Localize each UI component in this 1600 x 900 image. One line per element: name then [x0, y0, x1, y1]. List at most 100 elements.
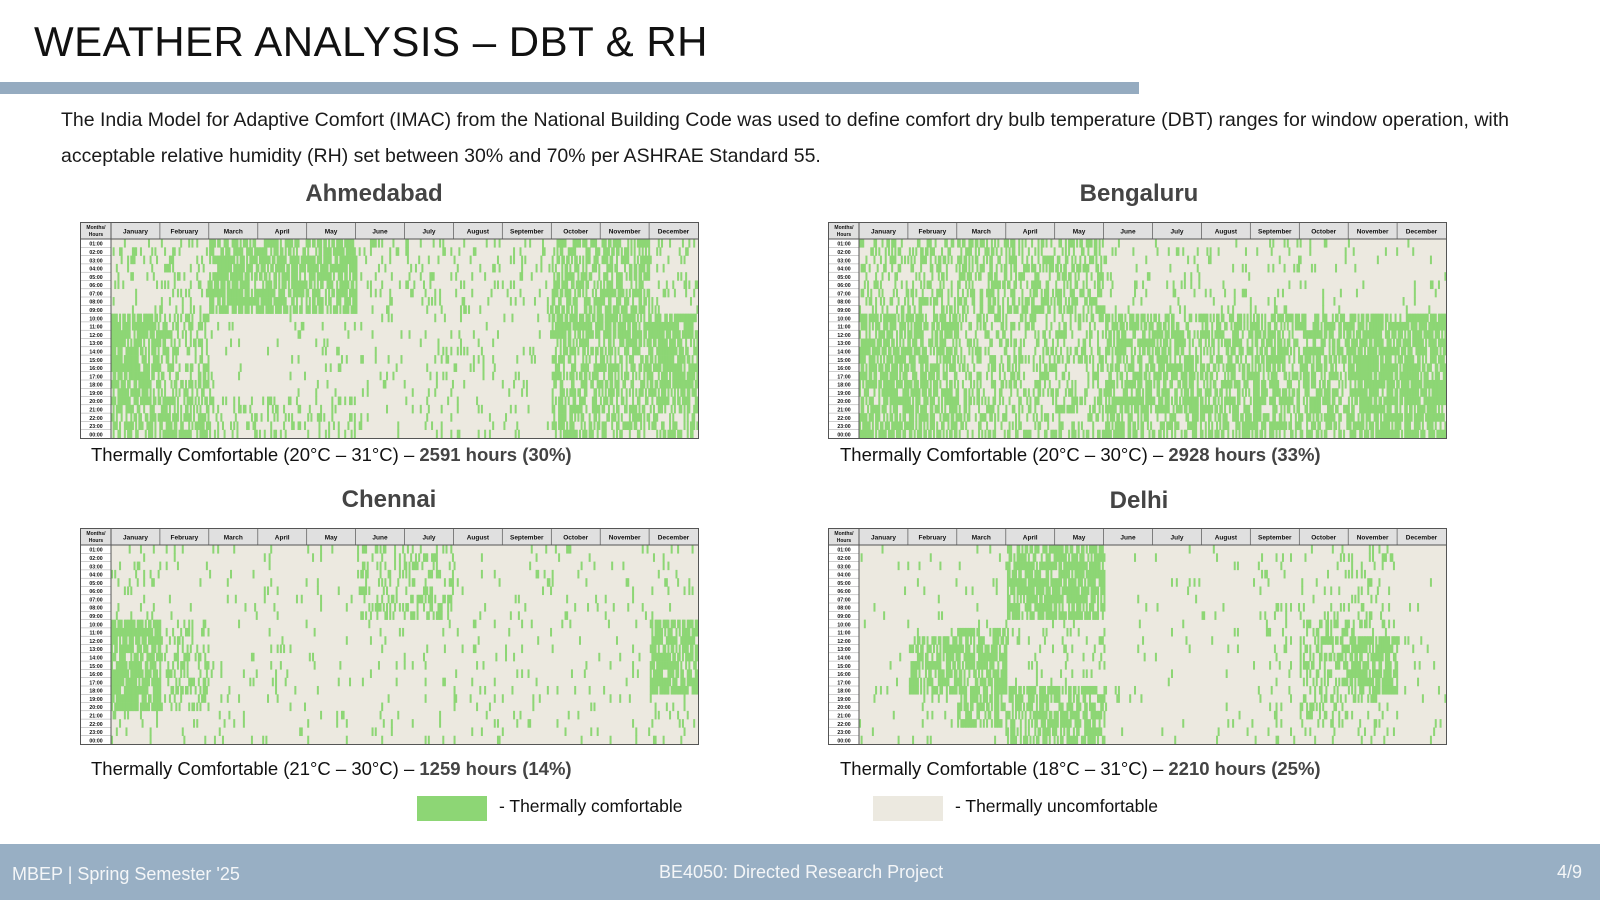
comfortable-cell [936, 355, 939, 364]
comfortable-cell [238, 371, 241, 381]
comfortable-cell [1084, 338, 1087, 348]
comfortable-cell [593, 263, 596, 273]
comfortable-cell [992, 363, 995, 372]
comfortable-cell [273, 255, 276, 265]
comfortable-cell [624, 371, 627, 381]
comfortable-cell [205, 379, 208, 389]
comfortable-cell [328, 247, 331, 256]
comfortable-cell [596, 297, 599, 306]
comfortable-cell [303, 255, 306, 265]
comfortable-cell [279, 288, 282, 298]
comfortable-cell [250, 413, 253, 422]
comfortable-cell [1042, 263, 1045, 273]
comfortable-cell [932, 413, 935, 422]
comfortable-cell [202, 379, 205, 389]
comfortable-cell [953, 330, 956, 339]
comfortable-cell [689, 321, 692, 331]
comfortable-cell [111, 313, 114, 323]
comfortable-cell [559, 388, 562, 397]
comfortable-cell [437, 255, 440, 265]
comfortable-cell [923, 297, 926, 306]
comfortable-cell [924, 379, 927, 389]
comfortable-cell [1063, 338, 1066, 348]
comfortable-cell [644, 247, 647, 256]
comfortable-cell [165, 396, 168, 406]
comfortable-cell [561, 388, 564, 397]
comfortable-cell [550, 305, 553, 314]
comfortable-cell [1124, 404, 1127, 414]
comfortable-cell [923, 346, 926, 356]
comfortable-cell [305, 288, 308, 298]
comfortable-cell [149, 321, 152, 331]
comfortable-cell [941, 297, 944, 306]
comfortable-cell [895, 288, 898, 298]
comfortable-cell [344, 297, 347, 306]
comfortable-cell [164, 330, 167, 339]
comfortable-cell [1111, 379, 1114, 389]
comfortable-cell [247, 247, 250, 256]
comfortable-cell [950, 255, 953, 265]
comfortable-cell [339, 288, 342, 298]
comfortable-cell [1137, 421, 1140, 431]
comfortable-cell [587, 330, 590, 339]
comfortable-cell [133, 413, 136, 422]
comfortable-cell [553, 297, 556, 306]
comfortable-cell [598, 379, 601, 389]
comfortable-cell [1045, 255, 1048, 265]
comfortable-cell [1080, 355, 1083, 364]
comfortable-cell [221, 263, 224, 273]
hour-label: 03:00 [89, 258, 102, 264]
comfortable-cell [643, 429, 646, 438]
comfortable-cell [570, 429, 573, 438]
comfortable-cell [628, 429, 631, 438]
comfortable-cell [1043, 413, 1046, 422]
comfortable-cell [862, 371, 865, 381]
comfortable-cell [1034, 313, 1037, 323]
comfortable-cell [154, 321, 157, 331]
comfortable-cell [283, 305, 286, 314]
comfortable-cell [249, 247, 252, 256]
comfortable-cell [133, 363, 136, 372]
comfortable-cell [936, 379, 939, 389]
comfortable-cell [973, 396, 976, 406]
comfortable-cell [231, 297, 234, 306]
comfortable-cell [585, 429, 588, 438]
comfortable-cell [149, 421, 152, 431]
comfortable-cell [603, 371, 606, 381]
comfortable-cell [870, 429, 873, 438]
comfortable-cell [324, 247, 327, 256]
comfortable-cell [915, 404, 918, 414]
hour-label: 16:00 [89, 366, 102, 372]
comfortable-cell [860, 239, 863, 248]
comfortable-cell [595, 330, 598, 339]
comfortable-cell [238, 272, 241, 281]
comfortable-cell [636, 239, 639, 248]
comfortable-cell [202, 421, 205, 431]
comfortable-cell [199, 429, 202, 438]
comfortable-cell [931, 404, 934, 414]
comfortable-cell [966, 247, 969, 256]
comfortable-cell [920, 379, 923, 389]
comfortable-cell [1024, 239, 1027, 248]
comfortable-cell [167, 413, 170, 422]
comfortable-cell [1122, 429, 1125, 438]
comfortable-cell [920, 404, 923, 414]
comfortable-cell [361, 388, 364, 397]
comfortable-cell [599, 297, 602, 306]
comfortable-cell [958, 338, 961, 348]
comfortable-cell [178, 272, 181, 281]
comfortable-cell [665, 313, 668, 323]
comfortable-cell [583, 321, 586, 331]
comfortable-cell [554, 321, 557, 331]
comfortable-cell [675, 421, 678, 431]
comfortable-cell [1045, 321, 1048, 331]
comfortable-cell [1085, 272, 1088, 281]
comfortable-cell [949, 379, 952, 389]
comfortable-cell [268, 272, 271, 281]
comfortable-cell [646, 363, 649, 372]
comfortable-cell [559, 355, 562, 364]
comfortable-cell [908, 346, 911, 356]
comfortable-cell [1050, 297, 1053, 306]
comfortable-cell [1005, 239, 1008, 248]
comfortable-cell [1011, 371, 1014, 381]
